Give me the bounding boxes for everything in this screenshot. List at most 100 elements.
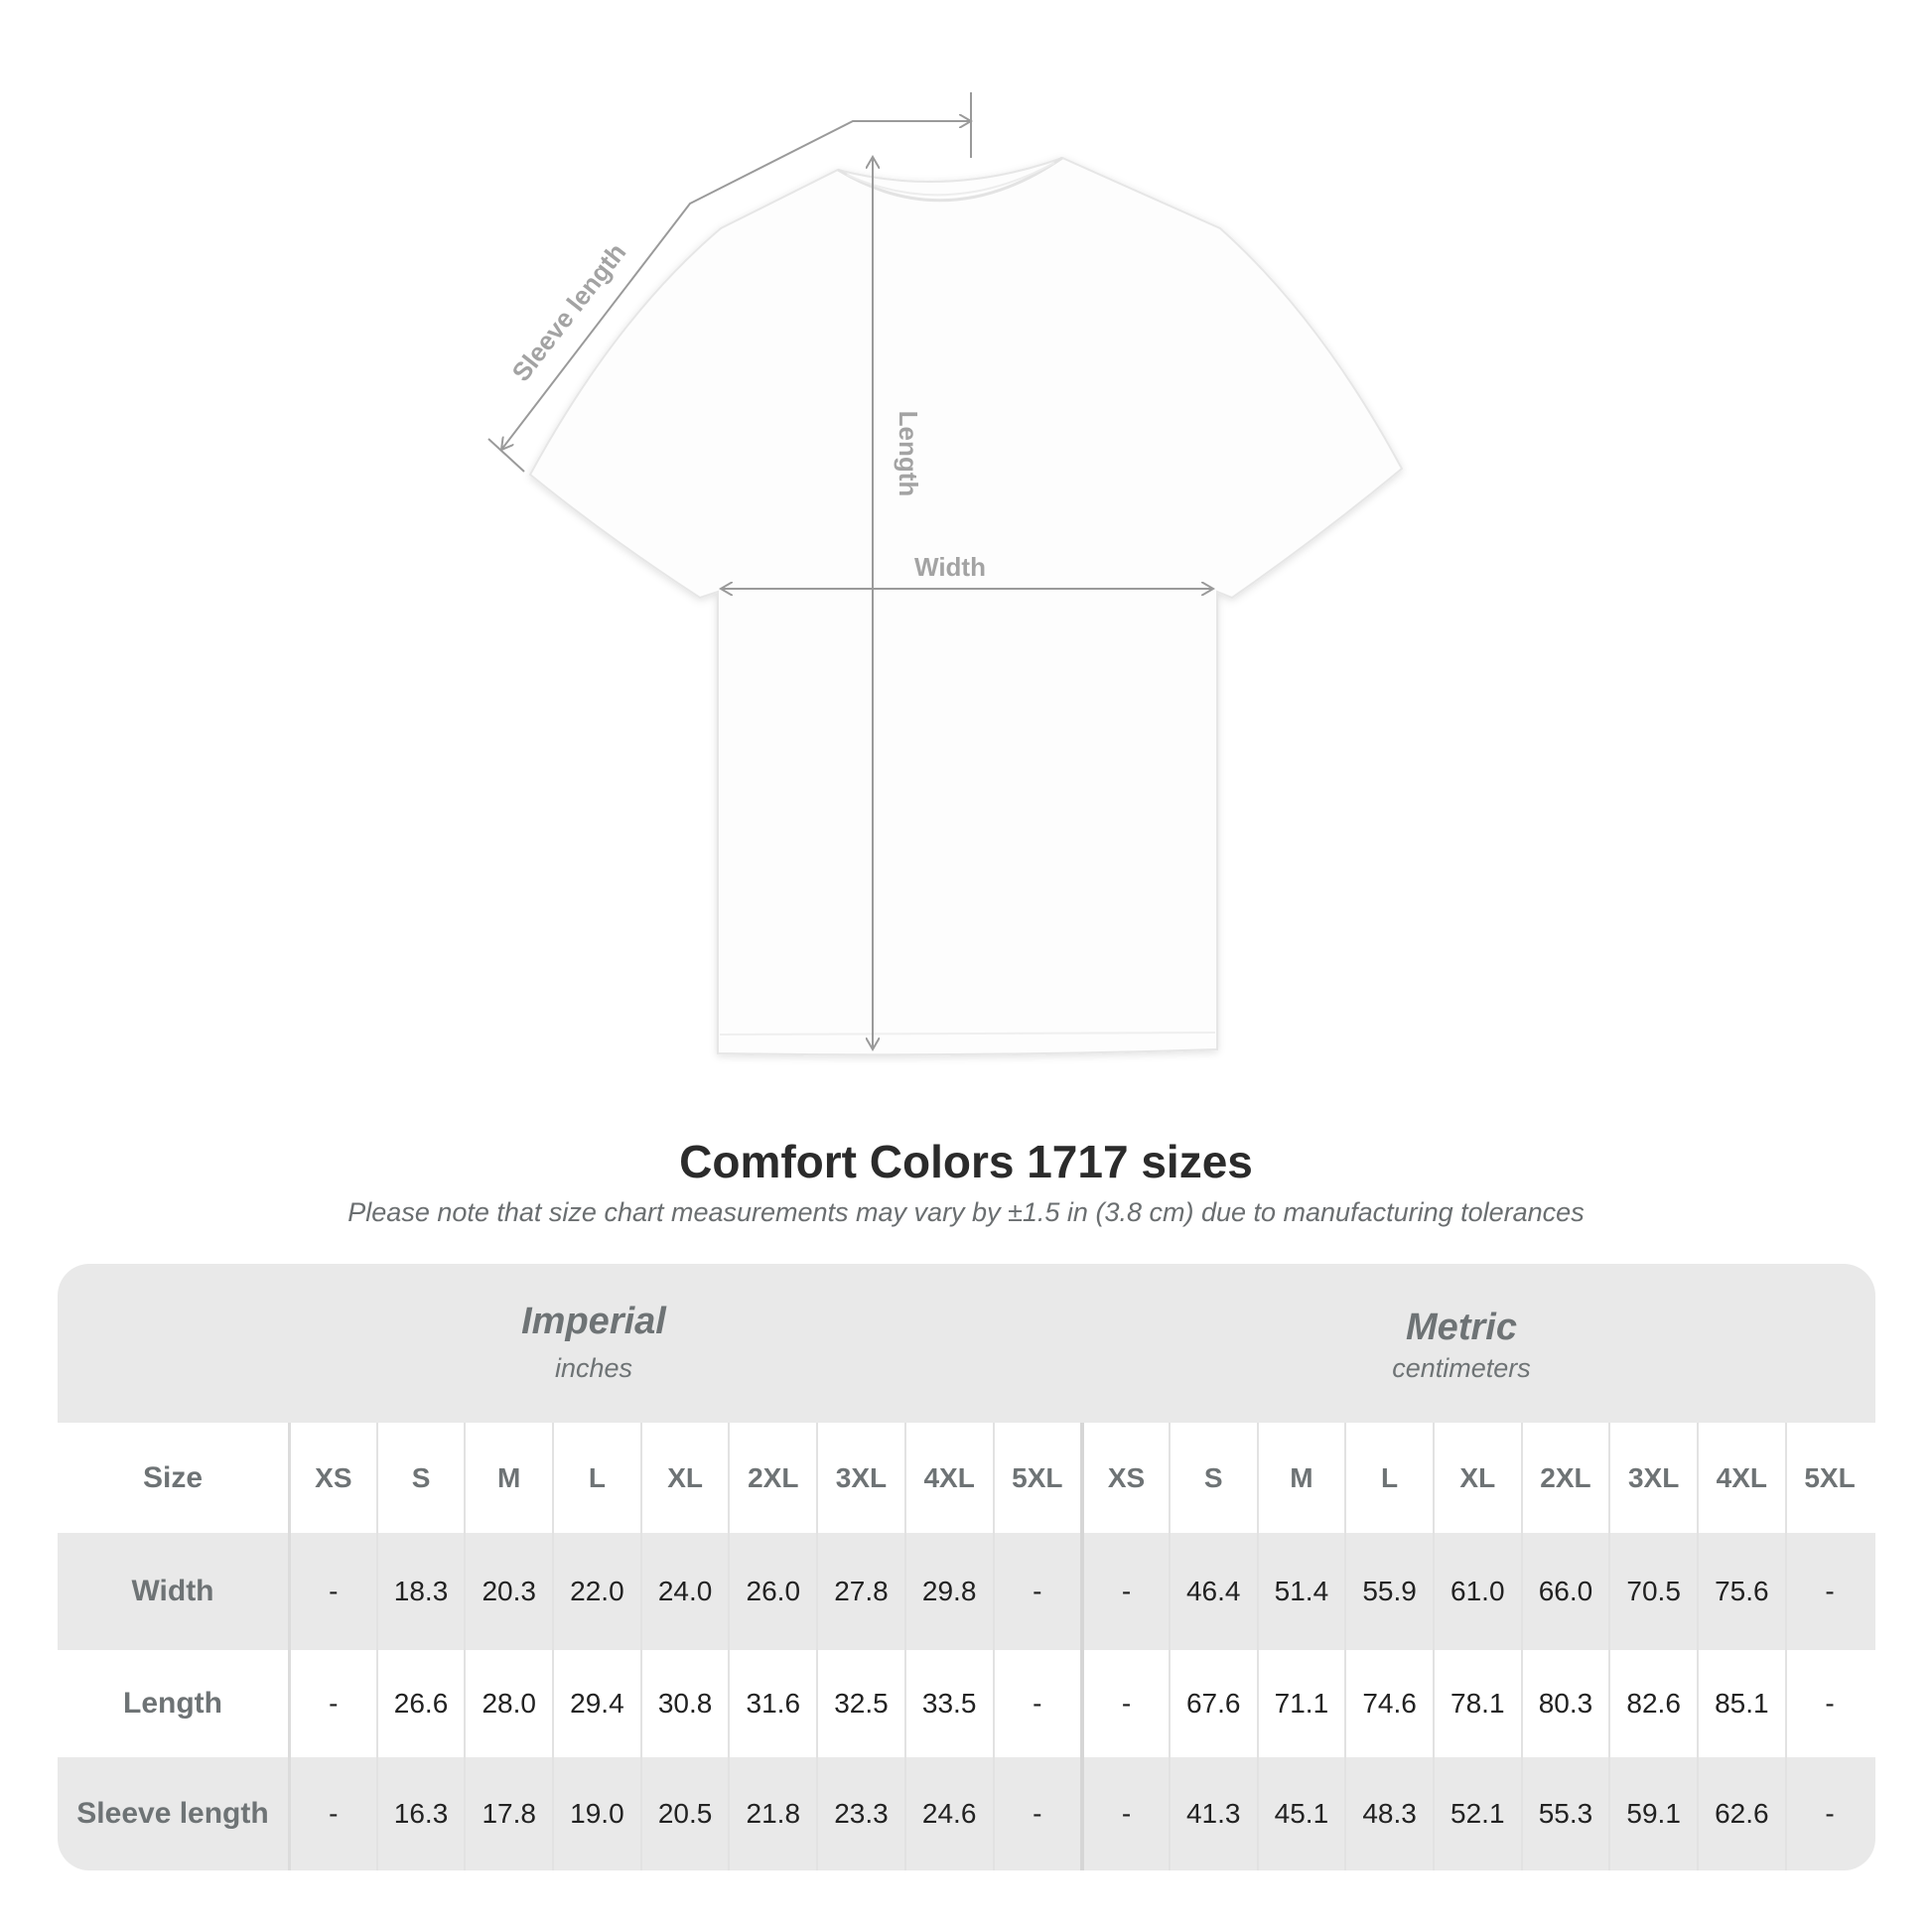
value-cell: 19.0 — [552, 1757, 640, 1870]
sleeve-end-tick — [487, 438, 525, 473]
value-cell: 20.3 — [464, 1533, 552, 1650]
imperial-unit: inches — [554, 1353, 633, 1383]
value-cell: 24.6 — [903, 1757, 993, 1870]
size-header-cell: S — [375, 1423, 465, 1533]
size-header-cell: 4XL — [1697, 1423, 1785, 1533]
value-cell: 32.5 — [816, 1650, 904, 1757]
value-cell: 20.5 — [639, 1757, 729, 1870]
system-header-band — [58, 1264, 1875, 1423]
value-cell: 78.1 — [1432, 1650, 1521, 1757]
value-cell: 51.4 — [1256, 1533, 1345, 1650]
size-header-cell: XS — [288, 1423, 376, 1533]
row-label: Sleeve length — [76, 1797, 269, 1830]
value-cell: 71.1 — [1256, 1650, 1345, 1757]
width-label: Width — [914, 552, 986, 582]
measure-lines — [487, 92, 1213, 1049]
value-cell: 21.8 — [728, 1757, 816, 1870]
imperial-title: Imperial — [521, 1301, 666, 1342]
value-cell: 82.6 — [1608, 1650, 1697, 1757]
value-cell: 17.8 — [464, 1757, 552, 1870]
metric-header: Metric centimeters — [1164, 1307, 1759, 1384]
size-header-cell: XL — [1432, 1423, 1521, 1533]
row-label: Size — [142, 1460, 204, 1494]
value-cell: 29.8 — [903, 1533, 993, 1650]
size-header-cell: 4XL — [903, 1423, 993, 1533]
value-cell: 26.6 — [375, 1650, 465, 1757]
length-label: Length — [894, 411, 923, 497]
value-cell: - — [1080, 1533, 1169, 1650]
value-cell: - — [992, 1533, 1081, 1650]
metric-unit: centimeters — [1392, 1353, 1531, 1383]
value-cell: 18.3 — [375, 1533, 465, 1650]
size-header-cell: 3XL — [816, 1423, 904, 1533]
value-cell: 33.5 — [903, 1650, 993, 1757]
value-cell: - — [1784, 1757, 1873, 1870]
tshirt-hem — [719, 1032, 1216, 1035]
value-cell: 62.6 — [1697, 1757, 1785, 1870]
tshirt-diagram: Sleeve length Length Width — [487, 92, 1404, 1056]
size-header-cell: M — [464, 1423, 552, 1533]
value-cell: 85.1 — [1697, 1650, 1785, 1757]
value-cell: - — [288, 1757, 376, 1870]
imperial-header: Imperial inches — [296, 1301, 892, 1384]
value-cell: 61.0 — [1432, 1533, 1521, 1650]
value-cell: - — [1784, 1533, 1873, 1650]
value-cell: 70.5 — [1608, 1533, 1697, 1650]
value-cell: 55.3 — [1520, 1757, 1609, 1870]
size-header-cell: 2XL — [1520, 1423, 1609, 1533]
page-title: Comfort Colors 1717 sizes — [679, 1136, 1253, 1187]
row-band-width — [58, 1533, 1875, 1650]
size-table: Imperial inches Metric centimeters Size X… — [58, 1264, 1875, 1870]
table-row-sleeve-length: Sleeve length -16.3 17.8 19.0 20.5 21.8 23.3 24… — [58, 1757, 1875, 1870]
tshirt-shape — [528, 156, 1404, 1056]
size-header-cell: XL — [639, 1423, 729, 1533]
size-header-cell: 5XL — [992, 1423, 1081, 1533]
size-header-cell: 2XL — [728, 1423, 816, 1533]
value-cell: 74.6 — [1344, 1650, 1433, 1757]
table-row-length: Length -26.6 28.0 29.4 30.8 31.6 32.5 33.5- -67.… — [58, 1650, 1875, 1757]
value-cell: 26.0 — [728, 1533, 816, 1650]
value-cell: - — [288, 1533, 376, 1650]
value-cell: 31.6 — [728, 1650, 816, 1757]
size-header-cell: L — [552, 1423, 640, 1533]
size-header-row: Size XS S M L XL 2XL 3XL 4XL 5XL XS S M L XL 2XL 3XL 4XL 5… — [58, 1423, 1875, 1533]
value-cell: 75.6 — [1697, 1533, 1785, 1650]
value-cell: - — [288, 1650, 376, 1757]
size-header-cell: 5XL — [1784, 1423, 1873, 1533]
value-cell: 27.8 — [816, 1533, 904, 1650]
row-label: Width — [131, 1575, 214, 1607]
value-cell: 28.0 — [464, 1650, 552, 1757]
size-header-cell: 3XL — [1608, 1423, 1697, 1533]
table-row-width: Width -18.3 20.3 22.0 24.0 26.0 27.8 29.8- -46.4… — [58, 1533, 1875, 1650]
metric-title: Metric — [1406, 1307, 1517, 1348]
row-label: Length — [123, 1687, 222, 1720]
size-header-cell: L — [1344, 1423, 1433, 1533]
value-cell: 55.9 — [1344, 1533, 1433, 1650]
value-cell: 45.1 — [1256, 1757, 1345, 1870]
value-cell: 29.4 — [552, 1650, 640, 1757]
value-cell: - — [992, 1650, 1081, 1757]
size-header-cell: M — [1256, 1423, 1345, 1533]
value-cell: - — [1080, 1650, 1169, 1757]
value-cell: 67.6 — [1168, 1650, 1257, 1757]
value-cell: 22.0 — [552, 1533, 640, 1650]
value-cell: 48.3 — [1344, 1757, 1433, 1870]
row-band-sleeve — [58, 1757, 1875, 1870]
value-cell: 30.8 — [639, 1650, 729, 1757]
value-cell: - — [992, 1757, 1081, 1870]
tolerance-note: Please note that size chart measurements… — [347, 1197, 1585, 1227]
value-cell: 80.3 — [1520, 1650, 1609, 1757]
value-cell: 16.3 — [375, 1757, 465, 1870]
value-cell: 52.1 — [1432, 1757, 1521, 1870]
value-cell: 24.0 — [639, 1533, 729, 1650]
value-cell: - — [1080, 1757, 1169, 1870]
value-cell: 23.3 — [816, 1757, 904, 1870]
size-header-cell: XS — [1080, 1423, 1169, 1533]
size-header-cell: S — [1168, 1423, 1257, 1533]
value-cell: - — [1784, 1650, 1873, 1757]
value-cell: 66.0 — [1520, 1533, 1609, 1650]
value-cell: 41.3 — [1168, 1757, 1257, 1870]
value-cell: 46.4 — [1168, 1533, 1257, 1650]
value-cell: 59.1 — [1608, 1757, 1697, 1870]
sleeve-length-line — [501, 121, 971, 450]
